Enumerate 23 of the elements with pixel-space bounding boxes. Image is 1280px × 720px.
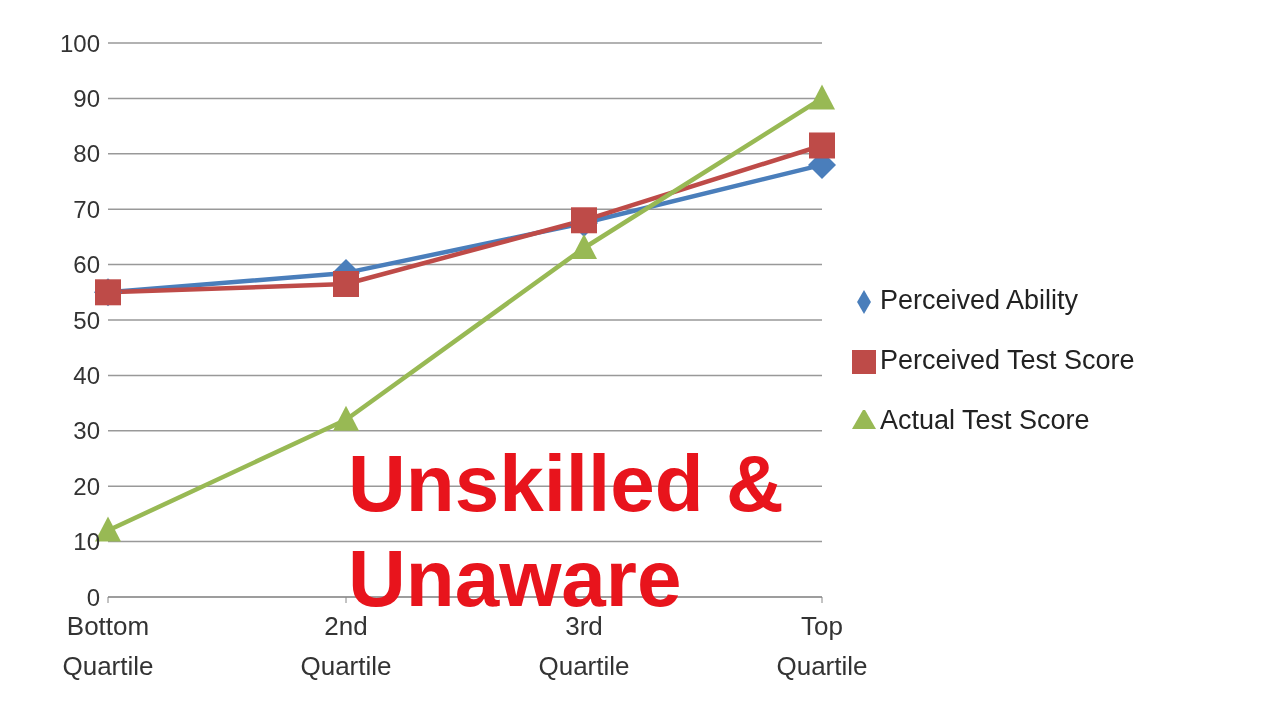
- y-tick-label: 30: [73, 417, 100, 445]
- y-tick-label: 90: [73, 84, 100, 112]
- x-tick-label: 3rd Quartile: [538, 611, 630, 681]
- x-tick-label: Bottom Quartile: [62, 611, 154, 681]
- y-tick-label: 10: [73, 528, 100, 556]
- point: [333, 270, 359, 297]
- point: [571, 233, 597, 259]
- y-tick-label: 50: [73, 306, 100, 334]
- point: [333, 405, 359, 431]
- y-tick-label: 20: [73, 472, 100, 500]
- point: [809, 84, 835, 110]
- y-tick-label: 80: [73, 140, 100, 168]
- y-tick-label: 100: [59, 29, 100, 57]
- point: [809, 132, 835, 159]
- y-tick-label: 70: [73, 195, 100, 223]
- legend-label: Perceived Test Score: [880, 345, 1135, 375]
- y-tick-label: 40: [73, 361, 100, 389]
- point: [571, 207, 597, 234]
- y-tick-label: 0: [86, 583, 100, 611]
- legend-label: Actual Test Score: [880, 405, 1090, 435]
- legend-label: Perceived Ability: [880, 285, 1079, 315]
- y-tick-label: 60: [73, 251, 100, 279]
- x-tick-label: Top Quartile: [776, 611, 868, 681]
